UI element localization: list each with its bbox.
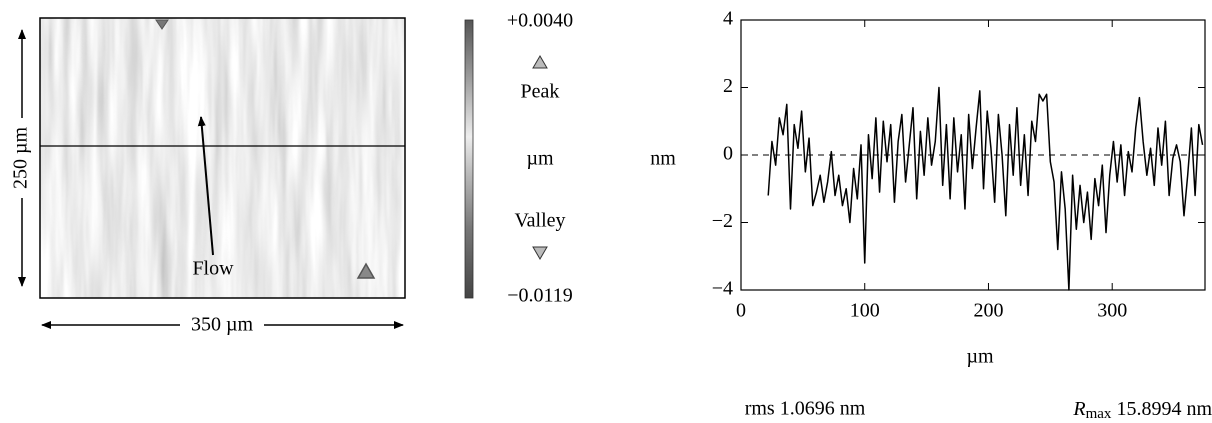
label-bg	[12, 118, 32, 198]
x-tick-label: 300	[1097, 300, 1127, 322]
rmax-label: Rmax 15.8994 nm	[1072, 398, 1212, 423]
valley-marker	[356, 262, 376, 279]
colorbar: +0.0040 Peak µm Valley −0.0119	[464, 10, 573, 307]
peak-icon	[532, 55, 548, 69]
colorbar-scale	[464, 19, 474, 299]
colorbar-min: −0.0119	[507, 285, 573, 307]
surface-texture	[40, 18, 405, 298]
profile-chart: nm µm rms 1.0696 nm Rmax 15.8994 nm 4 2 0 −2…	[650, 8, 1212, 423]
flow-arrow	[197, 116, 214, 256]
colorbar-max: +0.0040	[507, 10, 573, 32]
y-tick-label: 4	[723, 8, 733, 30]
rmax-symbol: R	[1072, 398, 1085, 420]
label-bg	[180, 313, 264, 337]
rmax-value: 15.8994 nm	[1116, 398, 1212, 420]
unit-label: µm	[526, 148, 554, 170]
peak-marker	[155, 19, 169, 30]
valley-label: Valley	[514, 210, 565, 232]
surface-image: Flow 250 µm 350 µm	[10, 17, 406, 337]
y-tick-label: 0	[723, 143, 733, 165]
y-tick-label: 2	[723, 75, 733, 97]
profile-line	[767, 86, 1204, 291]
width-label: 350 µm	[191, 314, 254, 336]
height-label: 250 µm	[10, 127, 32, 190]
rmax-subscript: max	[1086, 406, 1112, 422]
x-tick-label: 0	[736, 300, 746, 322]
valley-icon	[532, 246, 548, 260]
x-tick-label: 100	[850, 300, 880, 322]
y-tick-label: −4	[712, 278, 733, 300]
x-axis-label: µm	[966, 346, 994, 368]
flow-label: Flow	[192, 258, 234, 280]
image-frame	[39, 17, 406, 299]
peak-label: Peak	[521, 81, 560, 103]
x-tick-label: 200	[973, 300, 1003, 322]
y-axis-label: nm	[650, 148, 676, 170]
rms-label: rms 1.0696 nm	[745, 398, 866, 420]
y-tick-label: −2	[712, 210, 733, 232]
